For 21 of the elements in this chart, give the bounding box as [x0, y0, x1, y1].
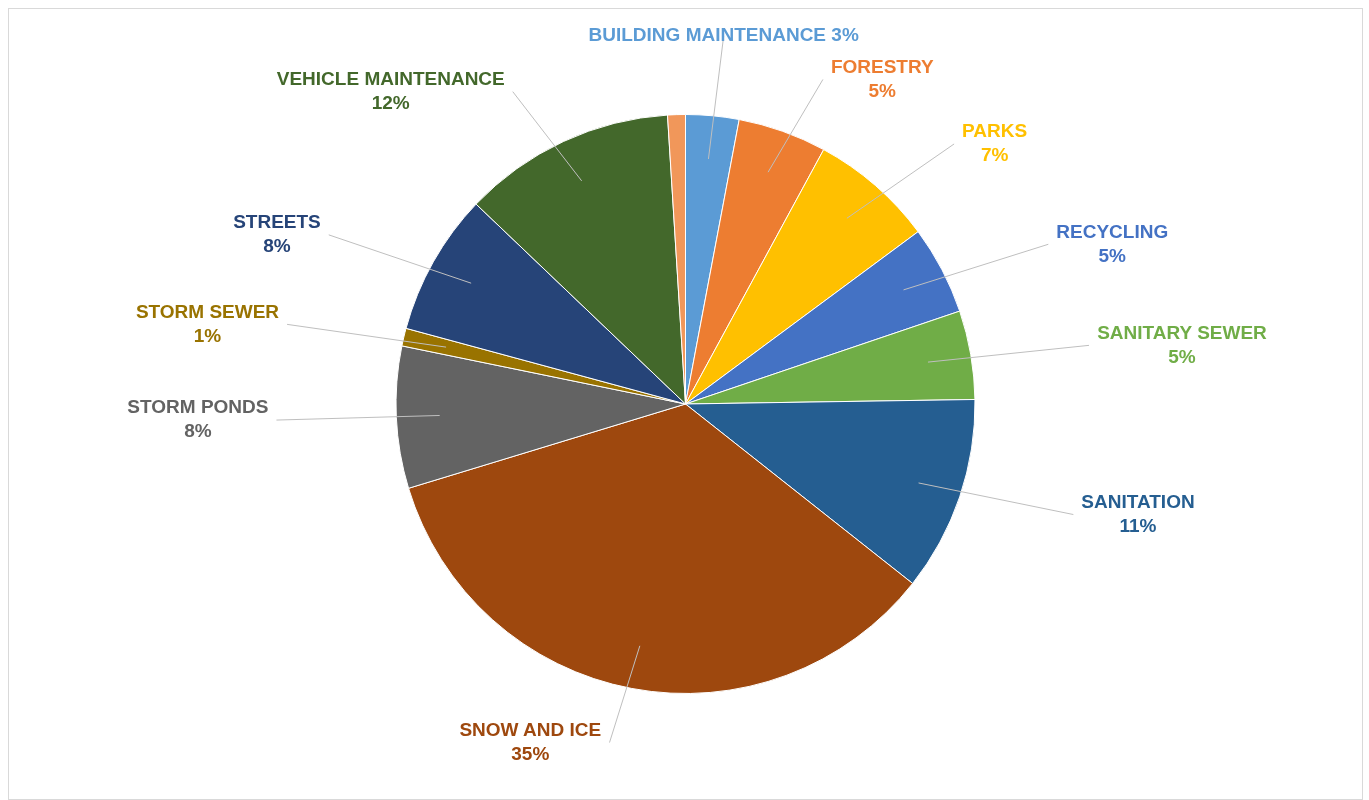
- data-label: 5%: [1098, 244, 1127, 266]
- data-label: 11%: [1119, 514, 1157, 536]
- slice-label: BUILDING MAINTENANCE 3%: [588, 24, 859, 46]
- data-label: 1%: [193, 324, 222, 346]
- slice-label: SNOW AND ICE: [459, 718, 602, 740]
- data-label: 5%: [868, 79, 897, 101]
- slice-label: STREETS: [233, 211, 321, 233]
- data-label: 7%: [980, 144, 1009, 166]
- slice-label: SANITARY SEWER: [1097, 321, 1268, 343]
- data-label: 8%: [184, 420, 212, 442]
- data-label: 8%: [263, 235, 291, 257]
- data-label: 12%: [371, 91, 410, 113]
- slice-label: STORM PONDS: [127, 396, 269, 418]
- data-label: 35%: [511, 742, 550, 764]
- data-label: 5%: [1168, 345, 1196, 367]
- slice-label: PARKS: [962, 120, 1028, 142]
- slice-label: FORESTRY: [830, 55, 934, 77]
- slice-label: STORM SEWER: [135, 300, 280, 322]
- slice-label: VEHICLE MAINTENANCE: [276, 67, 505, 89]
- slice-label: SANITATION: [1081, 490, 1195, 512]
- slice-label: RECYCLING: [1056, 220, 1169, 242]
